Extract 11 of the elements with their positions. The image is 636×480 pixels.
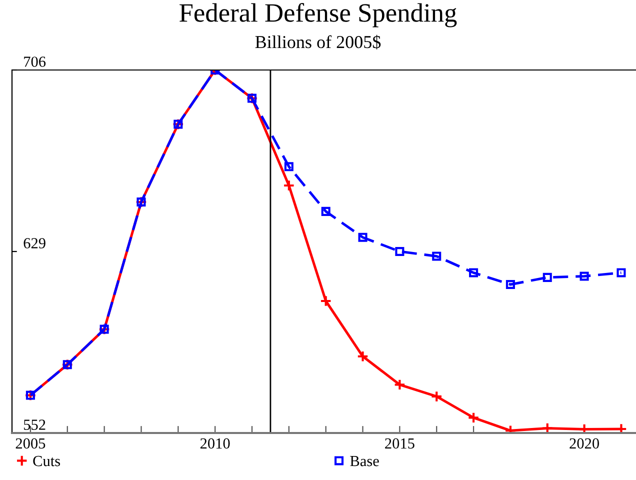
legend-label: Cuts bbox=[33, 456, 60, 466]
y-tick-label: 552 bbox=[24, 420, 46, 430]
legend-label: Base bbox=[350, 456, 379, 466]
x-tick-label: 2005 bbox=[16, 438, 46, 449]
y-tick-label: 706 bbox=[24, 56, 46, 67]
chart-title: Federal Defense Spending bbox=[180, 3, 457, 28]
x-tick-label: 2020 bbox=[570, 438, 600, 449]
chart-subtitle: Billions of 2005$ bbox=[255, 34, 381, 50]
y-tick-label: 629 bbox=[24, 238, 46, 248]
x-tick-label: 2010 bbox=[200, 438, 230, 449]
x-tick-label: 2015 bbox=[385, 438, 414, 449]
